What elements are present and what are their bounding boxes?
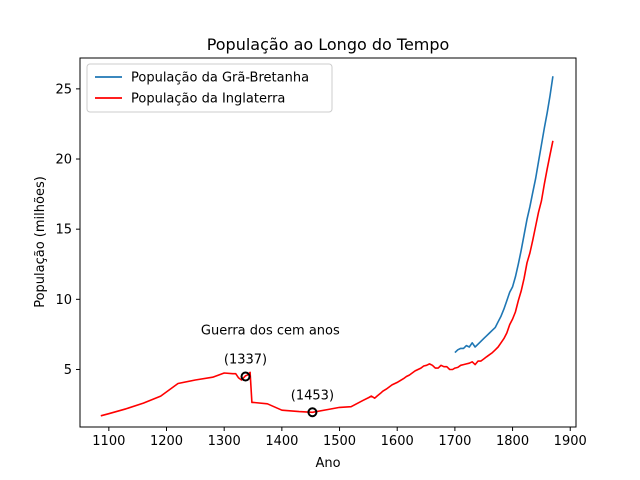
x-axis: 1100 1200 1300 1400 1500 1600 1700 1800 1900 — [92, 427, 587, 449]
y-tick-label: 10 — [55, 293, 72, 308]
x-tick-label: 1700 — [438, 434, 471, 449]
x-tick-label: 1400 — [265, 434, 298, 449]
y-tick-label: 25 — [55, 82, 72, 97]
marker-label-1: (1453) — [291, 388, 334, 403]
x-axis-label: Ano — [315, 456, 340, 471]
x-tick-label: 1500 — [323, 434, 356, 449]
y-axis: 5 10 15 20 25 — [55, 82, 80, 378]
y-tick-label: 5 — [64, 363, 72, 378]
marker-0 — [240, 371, 251, 382]
marker-label-0: (1337) — [224, 352, 267, 367]
legend-box — [86, 63, 333, 113]
legend-label-0: População da Grã-Bretanha — [131, 71, 309, 86]
x-tick-label: 1900 — [554, 434, 587, 449]
chart-title: População ao Longo do Tempo — [207, 35, 450, 54]
y-tick-label: 15 — [55, 223, 72, 238]
y-axis-label: População (milhões) — [33, 176, 48, 308]
y-tick-label: 20 — [55, 153, 72, 168]
series-line-0 — [454, 76, 554, 354]
legend: População da Grã-Bretanha População da In… — [86, 63, 333, 113]
x-tick-label: 1300 — [208, 434, 241, 449]
annotation-text: Guerra dos cem anos — [201, 323, 340, 338]
legend-label-1: População da Inglaterra — [131, 92, 285, 107]
x-tick-label: 1100 — [92, 434, 125, 449]
x-tick-label: 1800 — [496, 434, 529, 449]
marker-1 — [307, 407, 318, 418]
series-line-1 — [100, 140, 554, 417]
x-tick-label: 1600 — [381, 434, 414, 449]
plot-frame — [79, 57, 577, 428]
x-tick-label: 1200 — [150, 434, 183, 449]
